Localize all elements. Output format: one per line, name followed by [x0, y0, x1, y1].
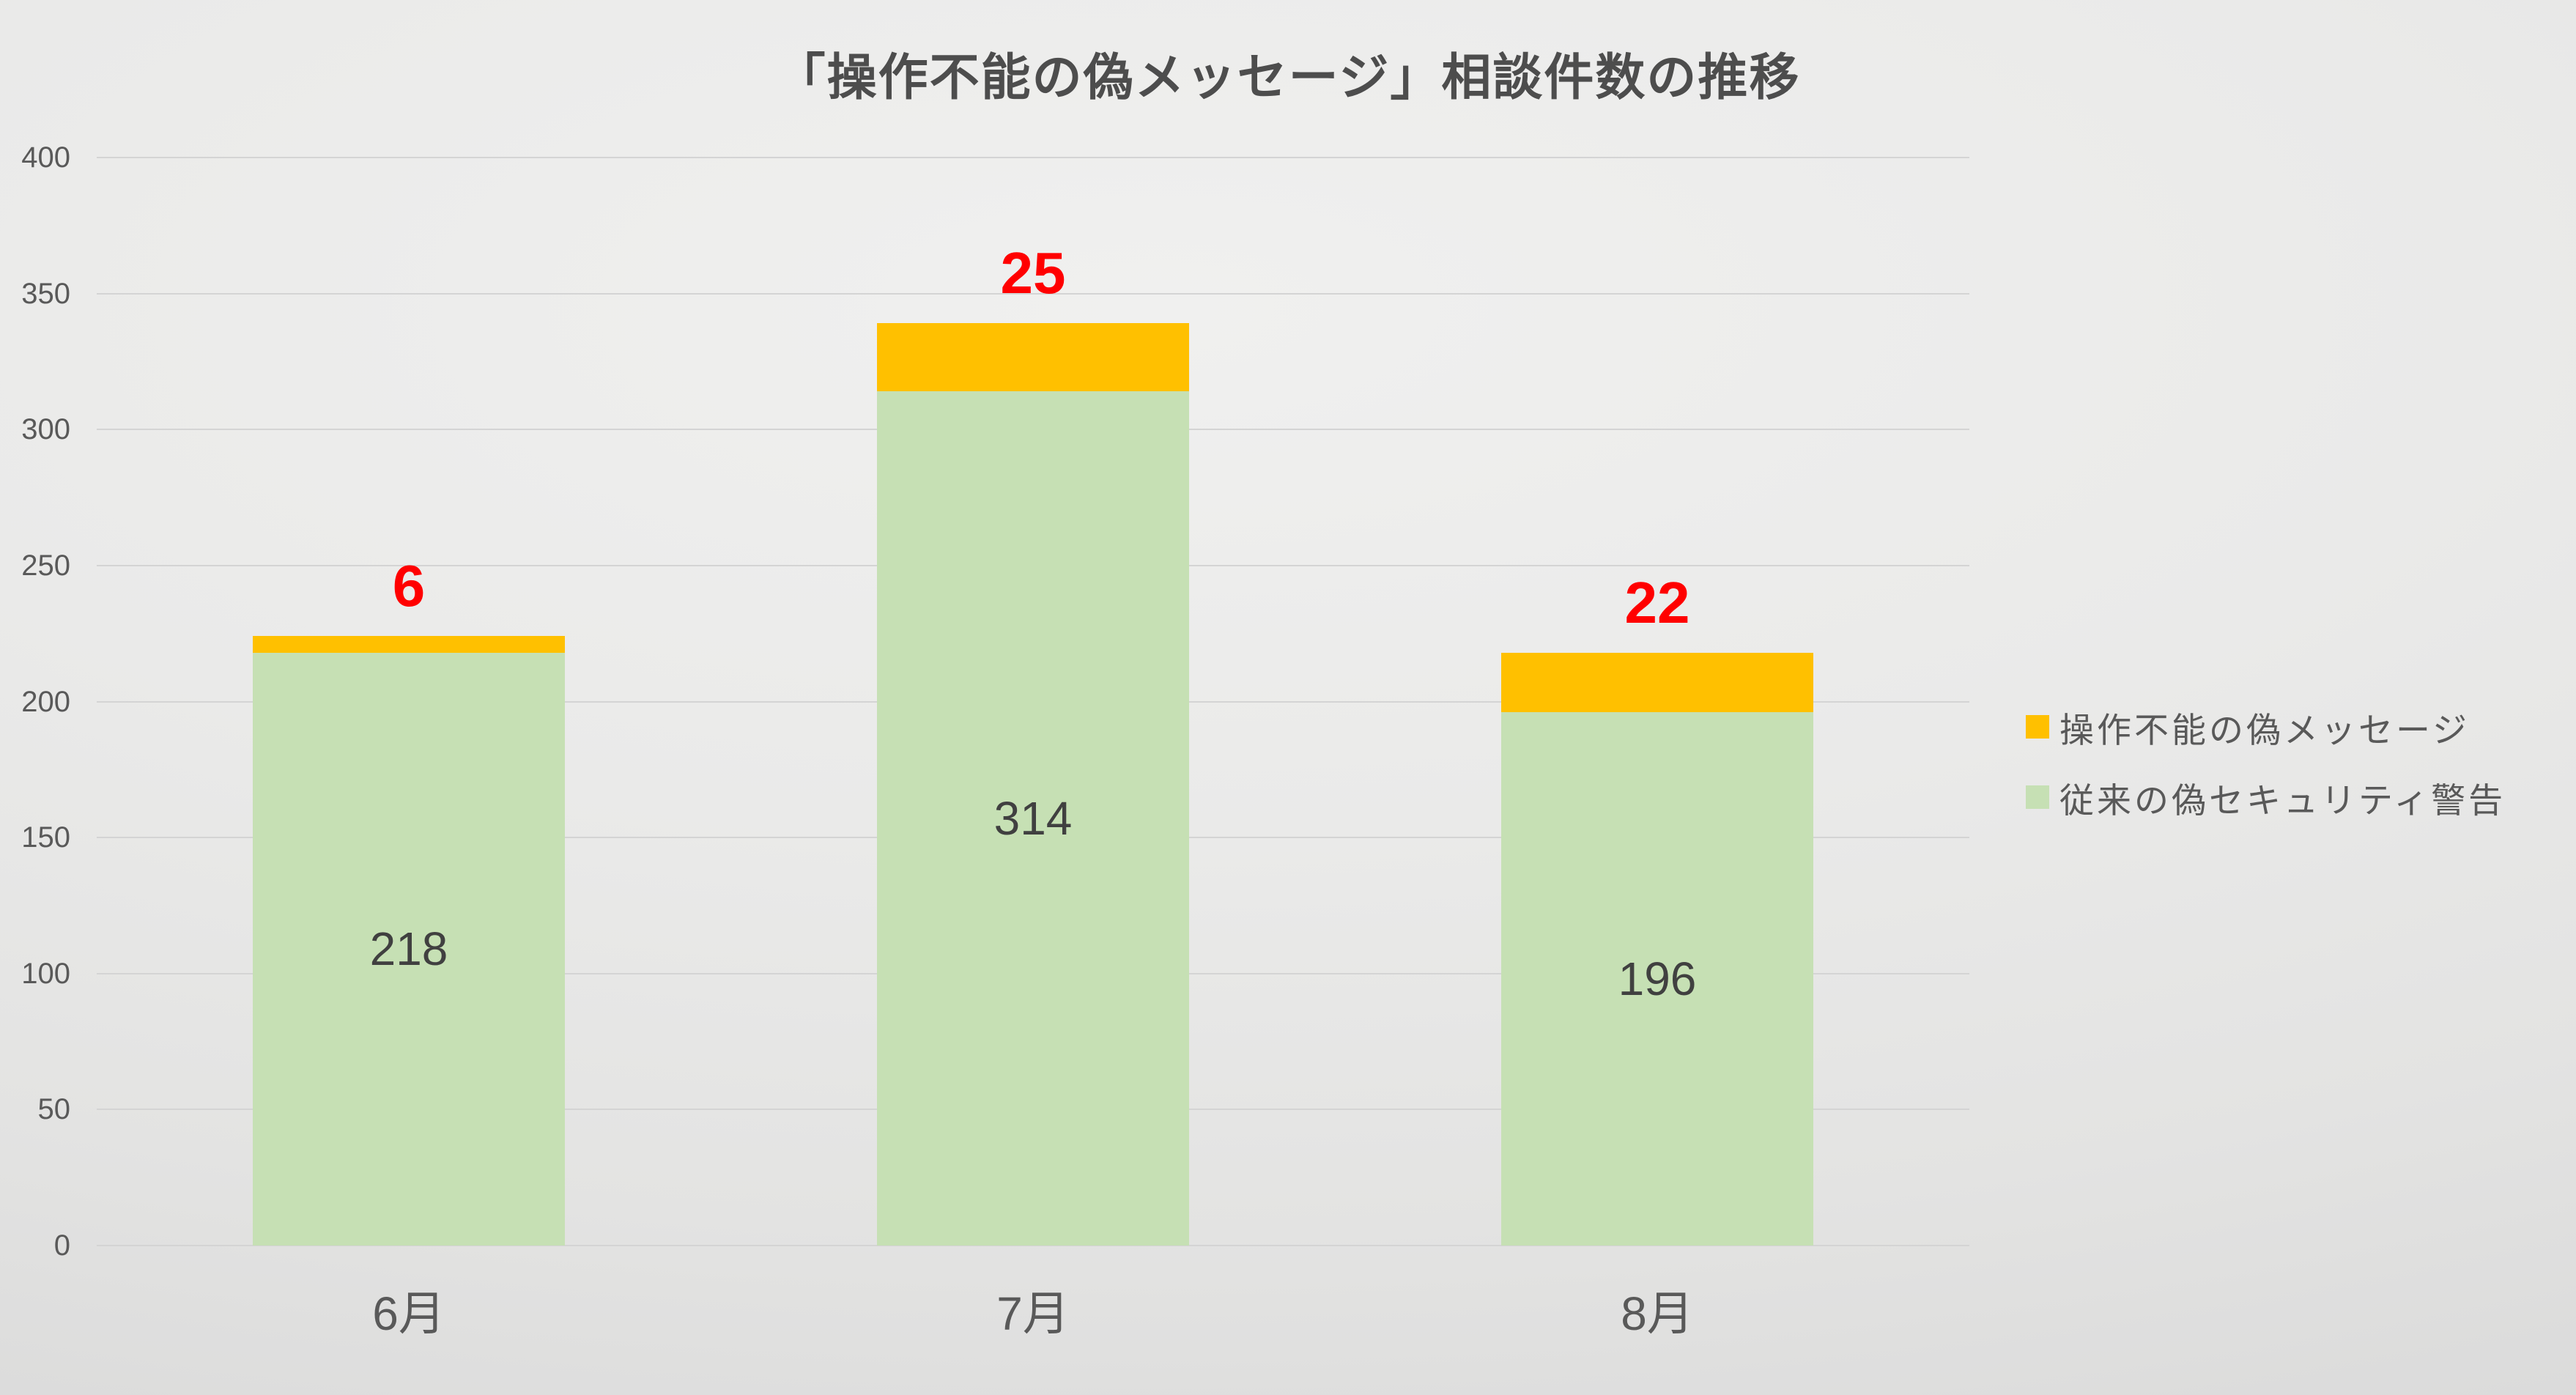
bar-segment-8月-series0: 196	[1501, 712, 1813, 1246]
legend-item-fake-message: 操作不能の偽メッセージ	[2026, 703, 2506, 750]
y-axis: 0 50 100 150 200 250 300 350 400	[0, 141, 71, 1262]
bar-segment-7月-series1	[877, 323, 1189, 392]
y-tick-label-50: 50	[37, 1093, 71, 1126]
bar-segment-7月-series0: 314	[877, 391, 1189, 1246]
data-label-inside-6月: 218	[369, 922, 448, 976]
x-category-label-8月: 8月	[1621, 1287, 1694, 1340]
y-tick-label-300: 300	[21, 413, 70, 446]
y-tick-label-150: 150	[21, 821, 70, 854]
data-label-outside-8月: 22	[1624, 569, 1690, 635]
data-label-outside-6月: 6	[392, 553, 426, 619]
data-label-inside-7月: 314	[993, 792, 1073, 845]
y-tick-label-400: 400	[21, 141, 70, 174]
legend-label-traditional-warning: 従来の偽セキュリティ警告	[2059, 780, 2506, 820]
legend-label-fake-message: 操作不能の偽メッセージ	[2059, 710, 2470, 750]
x-category-label-7月: 7月	[996, 1287, 1070, 1340]
y-tick-label-0: 0	[53, 1229, 70, 1262]
legend: 操作不能の偽メッセージ 従来の偽セキュリティ警告	[2026, 703, 2506, 844]
bar-segment-6月-series1	[253, 636, 565, 653]
legend-swatch-orange-icon	[2026, 715, 2049, 739]
x-category-label-6月: 6月	[372, 1287, 445, 1340]
y-tick-label-250: 250	[21, 549, 70, 582]
data-label-outside-7月: 25	[1000, 240, 1066, 306]
bar-segment-6月-series0: 218	[253, 652, 565, 1246]
chart-title: 「操作不能の偽メッセージ」相談件数の推移	[775, 50, 1801, 106]
gridline-0	[97, 1245, 1969, 1246]
gridline-350	[97, 292, 1969, 295]
y-tick-label-100: 100	[21, 957, 70, 990]
bar-segment-8月-series1	[1501, 652, 1813, 713]
gridline-400	[97, 157, 1969, 158]
data-label-inside-8月: 196	[1618, 952, 1697, 1006]
legend-swatch-green-icon	[2026, 785, 2049, 809]
y-tick-label-350: 350	[21, 277, 70, 310]
y-tick-label-200: 200	[21, 685, 70, 718]
plot-area: 218 6 6月 314 25 7月 196 22 8月	[97, 157, 1969, 1337]
legend-item-traditional-warning: 従来の偽セキュリティ警告	[2026, 774, 2506, 821]
